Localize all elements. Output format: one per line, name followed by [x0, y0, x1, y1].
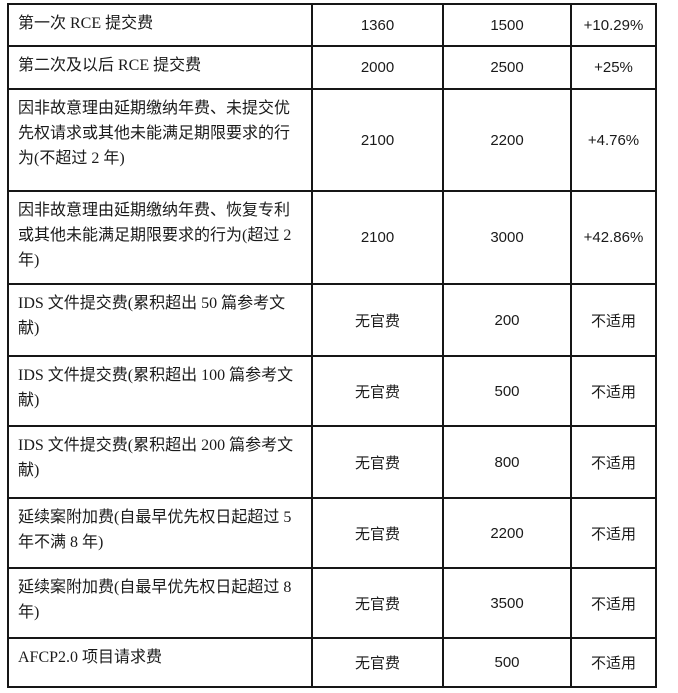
change-percent-cell: 不适用 [570, 567, 657, 639]
fee-item-cell: IDS 文件提交费(累积超出 200 篇参考文献) [7, 425, 313, 499]
current-fee-cell: 1360 [311, 3, 444, 47]
change-percent-cell: 不适用 [570, 637, 657, 688]
new-fee-cell: 500 [442, 355, 572, 427]
fee-item-cell: IDS 文件提交费(累积超出 100 篇参考文献) [7, 355, 313, 427]
current-fee-cell: 无官费 [311, 283, 444, 357]
change-percent-cell: 不适用 [570, 425, 657, 499]
new-fee-cell: 2500 [442, 45, 572, 90]
change-percent-cell: +42.86% [570, 190, 657, 285]
table-row: 延续案附加费(自最早优先权日起超过 5 年不满 8 年) 无官费 2200 不适用 [7, 497, 657, 569]
fee-item-cell: 因非故意理由延期缴纳年费、未提交优先权请求或其他未能满足期限要求的行为(不超过 … [7, 88, 313, 192]
table-row: IDS 文件提交费(累积超出 200 篇参考文献) 无官费 800 不适用 [7, 425, 657, 499]
new-fee-cell: 2200 [442, 88, 572, 192]
new-fee-cell: 1500 [442, 3, 572, 47]
new-fee-cell: 800 [442, 425, 572, 499]
current-fee-cell: 无官费 [311, 637, 444, 688]
table-row: IDS 文件提交费(累积超出 50 篇参考文献) 无官费 200 不适用 [7, 283, 657, 357]
fee-item-cell: AFCP2.0 项目请求费 [7, 637, 313, 688]
change-percent-cell: 不适用 [570, 497, 657, 569]
current-fee-cell: 无官费 [311, 567, 444, 639]
new-fee-cell: 3000 [442, 190, 572, 285]
fee-item-cell: IDS 文件提交费(累积超出 50 篇参考文献) [7, 283, 313, 357]
fee-table: 第一次 RCE 提交费 1360 1500 +10.29% 第二次及以后 RCE 提交费… [7, 3, 657, 688]
new-fee-cell: 3500 [442, 567, 572, 639]
change-percent-cell: +10.29% [570, 3, 657, 47]
change-percent-cell: +4.76% [570, 88, 657, 192]
fee-item-cell: 因非故意理由延期缴纳年费、恢复专利或其他未能满足期限要求的行为(超过 2 年) [7, 190, 313, 285]
change-percent-cell: 不适用 [570, 355, 657, 427]
table-row: 因非故意理由延期缴纳年费、恢复专利或其他未能满足期限要求的行为(超过 2 年) 2… [7, 190, 657, 285]
table-row: IDS 文件提交费(累积超出 100 篇参考文献) 无官费 500 不适用 [7, 355, 657, 427]
fee-item-cell: 延续案附加费(自最早优先权日起超过 8 年) [7, 567, 313, 639]
table-row: 第二次及以后 RCE 提交费 2000 2500 +25% [7, 45, 657, 90]
table-row: 延续案附加费(自最早优先权日起超过 8 年) 无官费 3500 不适用 [7, 567, 657, 639]
current-fee-cell: 2100 [311, 190, 444, 285]
fee-item-cell: 第二次及以后 RCE 提交费 [7, 45, 313, 90]
fee-item-cell: 延续案附加费(自最早优先权日起超过 5 年不满 8 年) [7, 497, 313, 569]
fee-item-cell: 第一次 RCE 提交费 [7, 3, 313, 47]
change-percent-cell: 不适用 [570, 283, 657, 357]
current-fee-cell: 无官费 [311, 425, 444, 499]
table-row: 因非故意理由延期缴纳年费、未提交优先权请求或其他未能满足期限要求的行为(不超过 … [7, 88, 657, 192]
new-fee-cell: 500 [442, 637, 572, 688]
current-fee-cell: 无官费 [311, 497, 444, 569]
table-row: 第一次 RCE 提交费 1360 1500 +10.29% [7, 3, 657, 47]
new-fee-cell: 200 [442, 283, 572, 357]
current-fee-cell: 2000 [311, 45, 444, 90]
current-fee-cell: 无官费 [311, 355, 444, 427]
new-fee-cell: 2200 [442, 497, 572, 569]
change-percent-cell: +25% [570, 45, 657, 90]
current-fee-cell: 2100 [311, 88, 444, 192]
table-row: AFCP2.0 项目请求费 无官费 500 不适用 [7, 637, 657, 688]
